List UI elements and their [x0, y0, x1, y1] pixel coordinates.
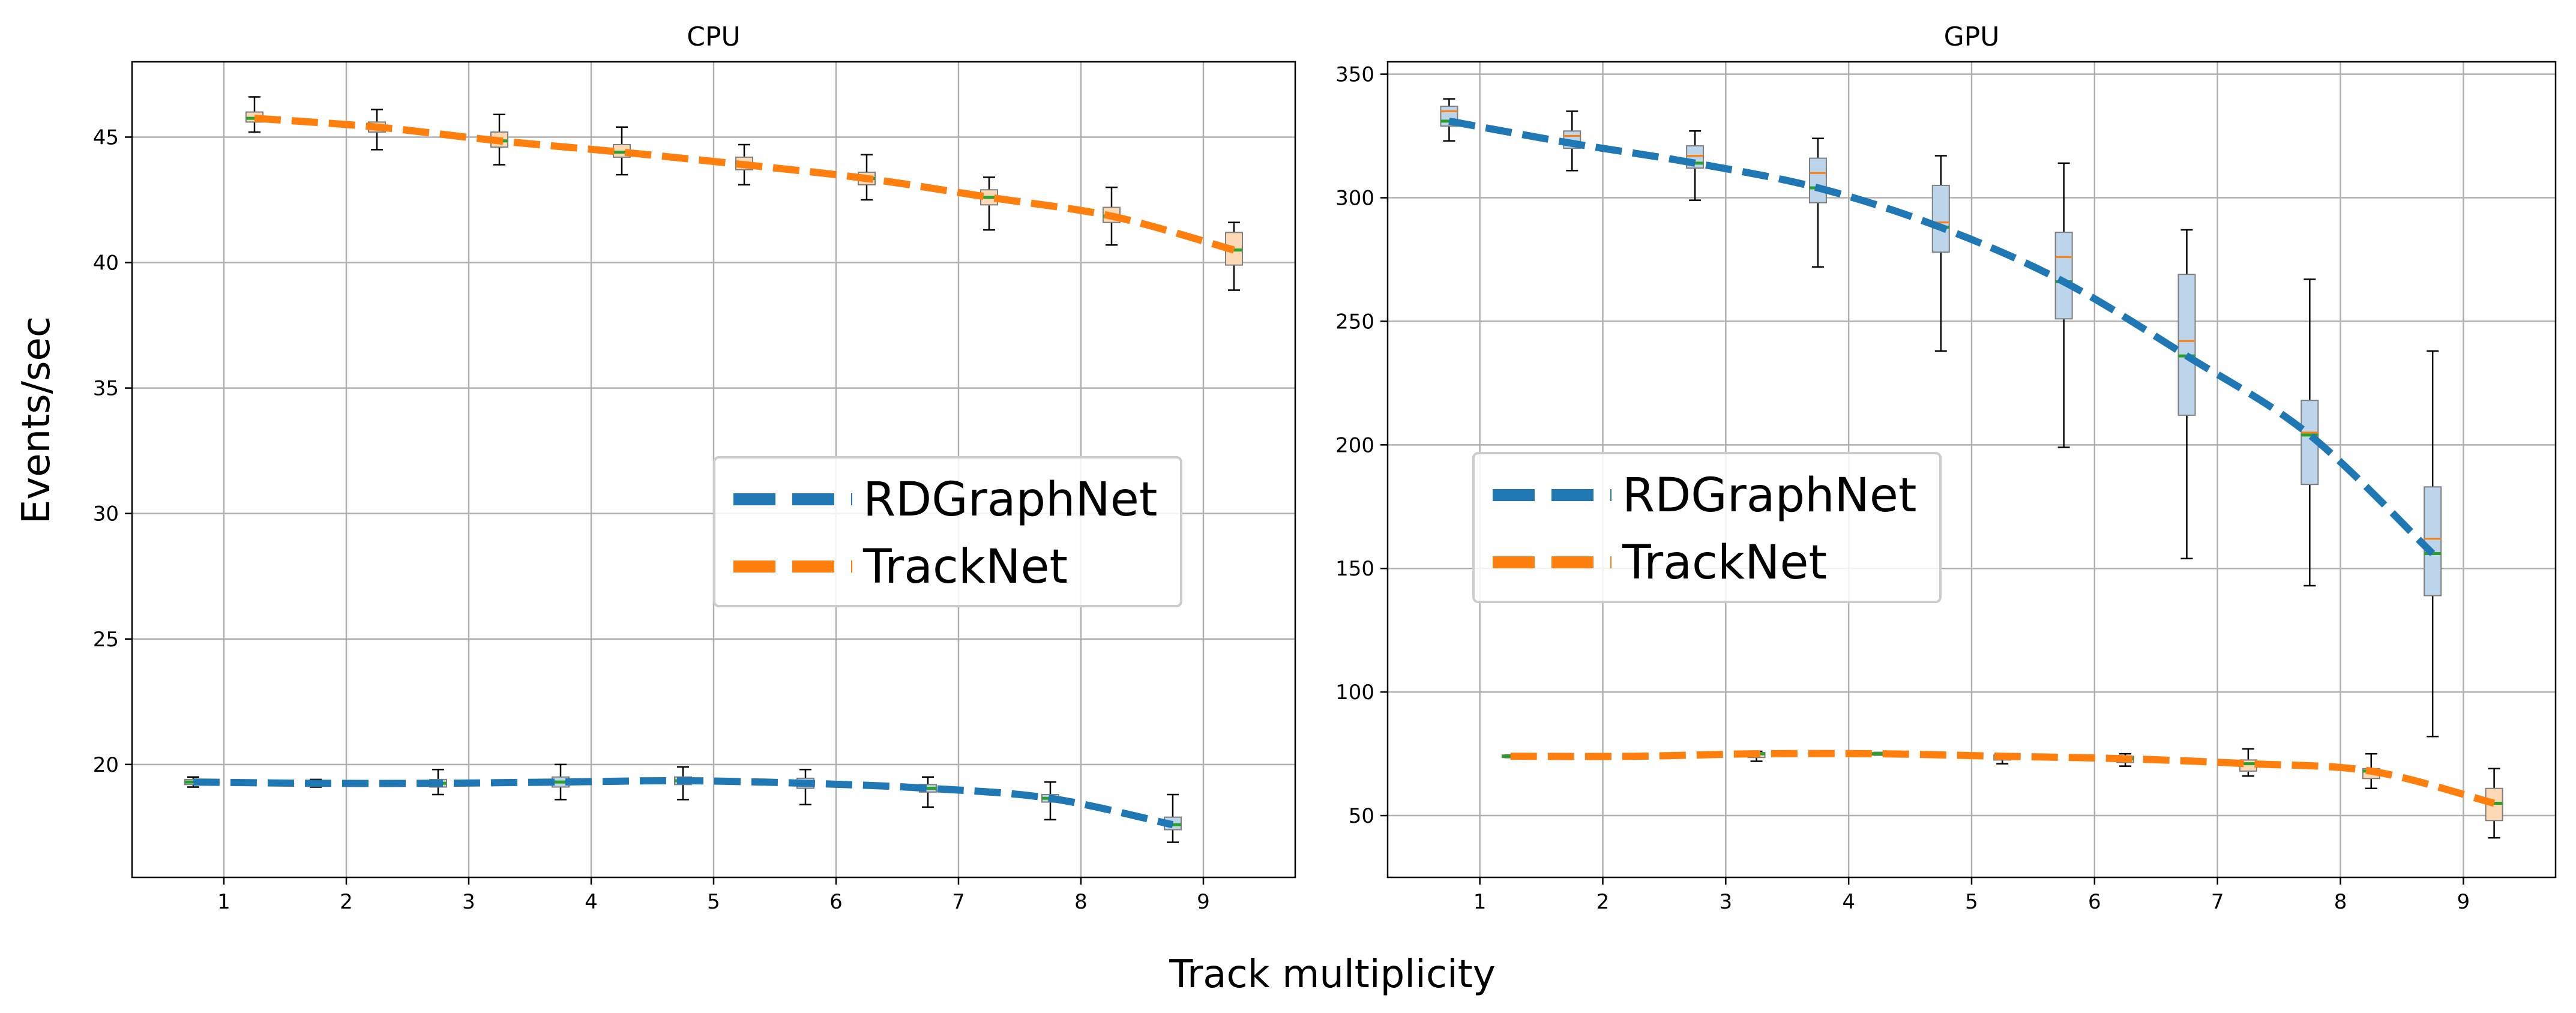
cpu-series-lines — [193, 115, 1235, 829]
gpu-tracknet-line — [1510, 750, 2496, 807]
gpu-series-lines — [1448, 117, 2496, 807]
gpu-y-tick-label-300: 300 — [1335, 187, 1374, 211]
gpu-x-tick-label-3: 3 — [1719, 890, 1732, 914]
cpu-y-tick-label-30: 30 — [93, 502, 119, 526]
gpu-rdgraphnet-line — [1448, 117, 2436, 556]
cpu-x-tick-label-6: 6 — [829, 890, 843, 914]
gpu-rdgraphnet-box-4 — [1808, 157, 1827, 203]
cpu-legend-tracknet-label: TrackNet — [862, 540, 1068, 594]
cpu-x-tick-label-4: 4 — [585, 890, 598, 914]
gpu-y-tick-label-250: 250 — [1335, 310, 1374, 334]
gpu-y-tick-label-200: 200 — [1335, 433, 1374, 457]
gpu-rdgraphnet-box-6 — [2054, 232, 2073, 320]
cpu-y-tick-label-35: 35 — [93, 377, 119, 401]
gpu-rdgraphnet-box-9 — [2424, 486, 2442, 597]
x-axis-label: Track multiplicity — [1169, 952, 1496, 997]
gpu-x-tick-label-8: 8 — [2334, 890, 2347, 914]
gpu-x-tick-label-1: 1 — [1473, 890, 1487, 914]
gpu-y-tick-label-150: 150 — [1335, 557, 1374, 581]
cpu-plot-frame — [131, 61, 1296, 879]
cpu-rdgraphnet-line — [193, 777, 1174, 829]
cpu-x-tick-label-3: 3 — [462, 890, 475, 914]
cpu-x-tick-label-8: 8 — [1074, 890, 1088, 914]
cpu-panel-title: CPU — [687, 22, 740, 52]
gpu-x-tick-label-6: 6 — [2088, 890, 2101, 914]
cpu-y-tick-label-20: 20 — [93, 753, 119, 777]
cpu-tracknet-line — [254, 115, 1235, 254]
cpu-legend-rdgraphnet-label: RDGraphNet — [863, 473, 1157, 527]
gpu-legend-rdgraphnet-label: RDGraphNet — [1622, 469, 1916, 523]
gpu-x-tick-label-7: 7 — [2211, 890, 2224, 914]
gpu-x-tick-label-2: 2 — [1596, 890, 1610, 914]
cpu-legend: RDGraphNet TrackNet — [713, 456, 1182, 607]
gpu-rdgraphnet-box-5 — [1931, 184, 1950, 253]
gpu-panel-title: GPU — [1944, 22, 2000, 52]
cpu-x-tick-label-5: 5 — [707, 890, 720, 914]
cpu-x-tick-label-1: 1 — [217, 890, 230, 914]
gpu-legend: RDGraphNet TrackNet — [1472, 452, 1942, 603]
gpu-plot-frame — [1386, 61, 2557, 879]
gpu-y-tick-label-350: 350 — [1335, 63, 1374, 87]
gpu-ticks: 1 2 3 4 5 6 7 8 9 50 100 150 200 250 300 350 — [1335, 63, 2470, 914]
gpu-panel: 1 2 3 4 5 6 7 8 9 50 100 150 200 250 300 350 GPU RDGrap… — [1335, 22, 2557, 914]
cpu-y-tick-label-45: 45 — [93, 125, 119, 149]
cpu-x-tick-label-9: 9 — [1197, 890, 1210, 914]
gpu-y-tick-label-100: 100 — [1335, 681, 1374, 705]
cpu-y-tick-label-40: 40 — [93, 251, 119, 275]
gpu-x-tick-label-4: 4 — [1842, 890, 1855, 914]
gpu-rdgraphnet-box-7 — [2177, 274, 2196, 416]
gpu-x-tick-label-5: 5 — [1965, 890, 1978, 914]
gpu-y-tick-label-50: 50 — [1349, 804, 1374, 828]
gpu-legend-tracknet-label: TrackNet — [1622, 536, 1827, 590]
y-axis-label: Events/sec — [14, 316, 59, 524]
cpu-x-tick-label-2: 2 — [340, 890, 353, 914]
cpu-y-tick-label-25: 25 — [93, 628, 119, 652]
gpu-x-tick-label-9: 9 — [2457, 890, 2470, 914]
cpu-x-tick-label-7: 7 — [952, 890, 965, 914]
